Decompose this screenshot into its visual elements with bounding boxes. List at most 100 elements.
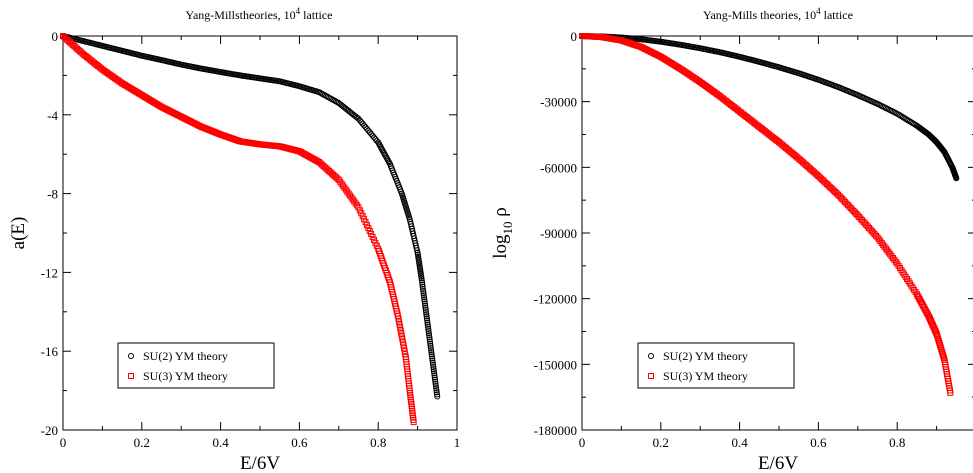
left-series-0-point [429,357,436,364]
left-series-0-point [421,294,428,301]
left-series-0-point [428,349,435,356]
left-series-0-point [431,370,438,377]
left-series-0-point [422,304,429,311]
left-series-0-point [427,340,434,347]
right-chart-title: Yang-Mills theories, 104 lattice [703,6,853,22]
left-chart-title: Yang-Millstheories, 104 lattice [186,6,333,22]
right-series-1-point [933,330,940,337]
left-legend-marker-su2 [128,353,134,359]
left-series-0-point [420,292,427,299]
left-x-tick-label: 0.6 [291,435,308,450]
left-series-0-point [424,321,431,328]
left-series-0-point [414,247,421,254]
left-series-0-point [422,302,429,309]
right-series-1-point [940,353,947,360]
right-y-tick-label: -30000 [540,95,577,110]
right-series-1-point [947,389,954,396]
right-legend: SU(2) YM theory SU(3) YM theory [637,342,795,389]
left-series-0-point [421,296,428,303]
right-x-tick-label: 0 [579,435,586,450]
left-series-0-point [419,279,426,286]
right-y-tick-label: -90000 [540,226,577,241]
right-legend-label-su3: SU(3) YM theory [663,369,748,383]
left-series-0-point [428,351,435,358]
left-series-0-point [427,342,434,349]
left-series-0-point [418,277,425,284]
left-series-0-point [430,361,437,368]
right-series-1-point [937,343,944,350]
left-y-tick-label: -20 [41,423,58,438]
right-y-tick-label: -60000 [540,160,577,175]
right-x-tick-label: 0.4 [731,435,748,450]
left-y-tick-label: -12 [41,265,58,280]
right-series-1-point [934,334,941,341]
left-x-tick-label: 1 [454,435,461,450]
right-series-1-point [940,355,947,362]
left-series-0-point [434,391,441,398]
right-y-tick-label: -120000 [534,292,577,307]
right-y-tick-label: -180000 [534,423,577,438]
right-y-axis-label: log10 ρ [490,207,515,259]
left-series-0-point [433,385,440,392]
left-series-0-point [432,376,439,383]
left-legend-label-su2: SU(2) YM theory [143,349,228,363]
left-x-tick-label: 0.2 [134,435,150,450]
left-series-0-point [423,309,430,316]
left-series-0-point [423,315,430,322]
left-series-0-point [426,338,433,345]
left-series-0-point [425,323,432,330]
left-axis-ticks: 0 0.2 0.4 0.6 0.8 1 0 -4 -8 -12 -16 -20 [41,29,461,450]
left-series-0-point [426,334,433,341]
left-series-0-point [420,287,427,294]
left-chart-panel: Yang-Millstheories, 104 lattice 0 0.2 0.4 0… [8,6,460,473]
right-x-tick-label: 0.2 [653,435,669,450]
left-series-0-point [420,290,427,297]
left-series-0-point [432,380,439,387]
left-series-0-point [419,285,426,292]
left-series-0-point [424,319,431,326]
right-x-tick-label: 0.8 [889,435,905,450]
left-series-0-point [423,311,430,318]
left-y-tick-label: -4 [47,108,58,123]
left-series-0-point [427,344,434,351]
left-series-0-point [429,359,436,366]
left-data-markers [60,33,441,426]
left-series-0-point [430,363,437,370]
right-series-1-point [935,336,942,343]
left-series-0-point [433,387,440,394]
left-legend: SU(2) YM theory SU(3) YM theory [117,342,275,389]
right-legend-marker-su3 [648,373,654,379]
left-legend-label-su3: SU(3) YM theory [143,369,228,383]
right-series-1-point [939,349,946,356]
left-series-0-point [419,281,426,288]
left-x-tick-label: 0.8 [370,435,386,450]
left-series-0-point [434,393,441,400]
left-series-0-point [429,355,436,362]
right-series-1-point [938,345,945,352]
right-x-tick-label: 0.6 [810,435,827,450]
left-series-0-point [430,368,437,375]
left-series-0-point [433,389,440,396]
left-x-tick-label: 0.4 [212,435,229,450]
left-series-0-point [425,328,432,335]
left-series-0-point [432,382,439,389]
right-x-axis-label: E/6V [758,453,798,473]
left-series-1-point [410,419,417,426]
left-series-0-point [425,330,432,337]
right-series-1-point [935,338,942,345]
left-legend-marker-su3 [128,373,134,379]
left-series-0-point [428,353,435,360]
left-series-0-point [422,306,429,313]
right-legend-marker-su2 [648,353,654,359]
right-series-1-point [938,347,945,354]
right-axis-ticks: 00.20.40.60.810-30000-60000-90000-120000… [534,29,973,450]
left-series-0-point [419,283,426,290]
left-series-0-point [431,372,438,379]
left-series-0-point [425,325,432,332]
left-y-tick-label: -16 [41,344,59,359]
right-chart-panel: Yang-Mills theories, 104 lattice 0 0.2 0.4… [490,6,973,473]
left-series-0-point [426,332,433,339]
left-series-0-point [423,313,430,320]
left-y-tick-label: 0 [52,29,59,44]
